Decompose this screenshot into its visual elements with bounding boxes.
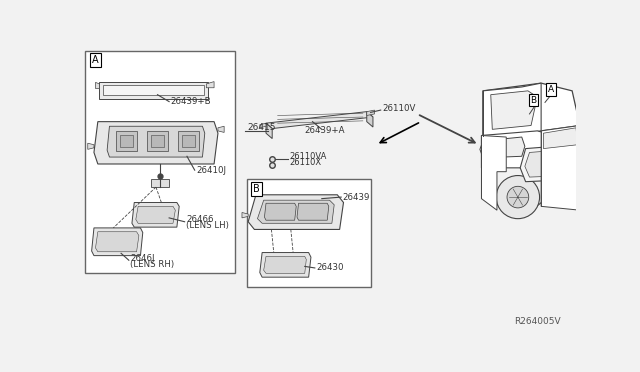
Text: B: B xyxy=(253,184,260,194)
Text: A: A xyxy=(548,85,554,94)
Polygon shape xyxy=(218,126,224,132)
Polygon shape xyxy=(264,256,307,273)
Polygon shape xyxy=(481,135,506,210)
Polygon shape xyxy=(99,81,208,99)
Text: 26439: 26439 xyxy=(343,193,370,202)
Polygon shape xyxy=(136,206,175,223)
Text: 2646J: 2646J xyxy=(131,254,155,263)
Polygon shape xyxy=(367,110,374,115)
Polygon shape xyxy=(120,135,134,147)
Polygon shape xyxy=(525,150,575,177)
Polygon shape xyxy=(541,125,580,210)
Polygon shape xyxy=(242,212,248,218)
Polygon shape xyxy=(367,112,373,127)
Text: A: A xyxy=(92,55,99,65)
Polygon shape xyxy=(132,202,179,227)
Polygon shape xyxy=(206,81,214,88)
Polygon shape xyxy=(94,122,218,164)
Text: R264005V: R264005V xyxy=(514,317,561,326)
Text: (LENS LH): (LENS LH) xyxy=(186,221,229,230)
Bar xyxy=(85,51,235,273)
Polygon shape xyxy=(182,135,195,147)
Polygon shape xyxy=(297,203,329,220)
Polygon shape xyxy=(107,126,205,157)
Text: 26410J: 26410J xyxy=(196,166,227,174)
Text: 26430: 26430 xyxy=(316,263,344,272)
Text: (LENS RH): (LENS RH) xyxy=(131,260,175,269)
Polygon shape xyxy=(116,131,138,151)
Polygon shape xyxy=(95,82,99,89)
Circle shape xyxy=(507,186,529,208)
Polygon shape xyxy=(483,83,580,135)
Polygon shape xyxy=(150,135,164,147)
Text: 26110VA: 26110VA xyxy=(289,152,326,161)
Circle shape xyxy=(496,176,540,219)
Polygon shape xyxy=(260,123,266,128)
Polygon shape xyxy=(520,145,580,182)
Text: 26415: 26415 xyxy=(248,123,276,132)
Polygon shape xyxy=(481,131,576,168)
Polygon shape xyxy=(248,195,344,230)
Polygon shape xyxy=(257,200,334,223)
Polygon shape xyxy=(103,85,204,96)
Polygon shape xyxy=(480,137,525,158)
Polygon shape xyxy=(95,232,139,252)
Text: 26110V: 26110V xyxy=(382,104,415,113)
Polygon shape xyxy=(260,253,311,277)
Polygon shape xyxy=(264,203,296,220)
Polygon shape xyxy=(543,128,577,148)
Polygon shape xyxy=(266,123,272,139)
Polygon shape xyxy=(150,179,169,187)
Text: 26439+B: 26439+B xyxy=(171,97,211,106)
Polygon shape xyxy=(483,83,541,135)
Bar xyxy=(246,179,371,287)
Text: 26439+A: 26439+A xyxy=(305,126,345,135)
Text: 26110X: 26110X xyxy=(289,158,321,167)
Polygon shape xyxy=(92,228,143,256)
Text: 26466: 26466 xyxy=(186,215,214,224)
Polygon shape xyxy=(178,131,199,151)
Text: B: B xyxy=(531,96,536,105)
Polygon shape xyxy=(266,112,373,129)
Polygon shape xyxy=(88,143,94,150)
Polygon shape xyxy=(580,120,607,210)
Polygon shape xyxy=(491,91,537,129)
Polygon shape xyxy=(147,131,168,151)
